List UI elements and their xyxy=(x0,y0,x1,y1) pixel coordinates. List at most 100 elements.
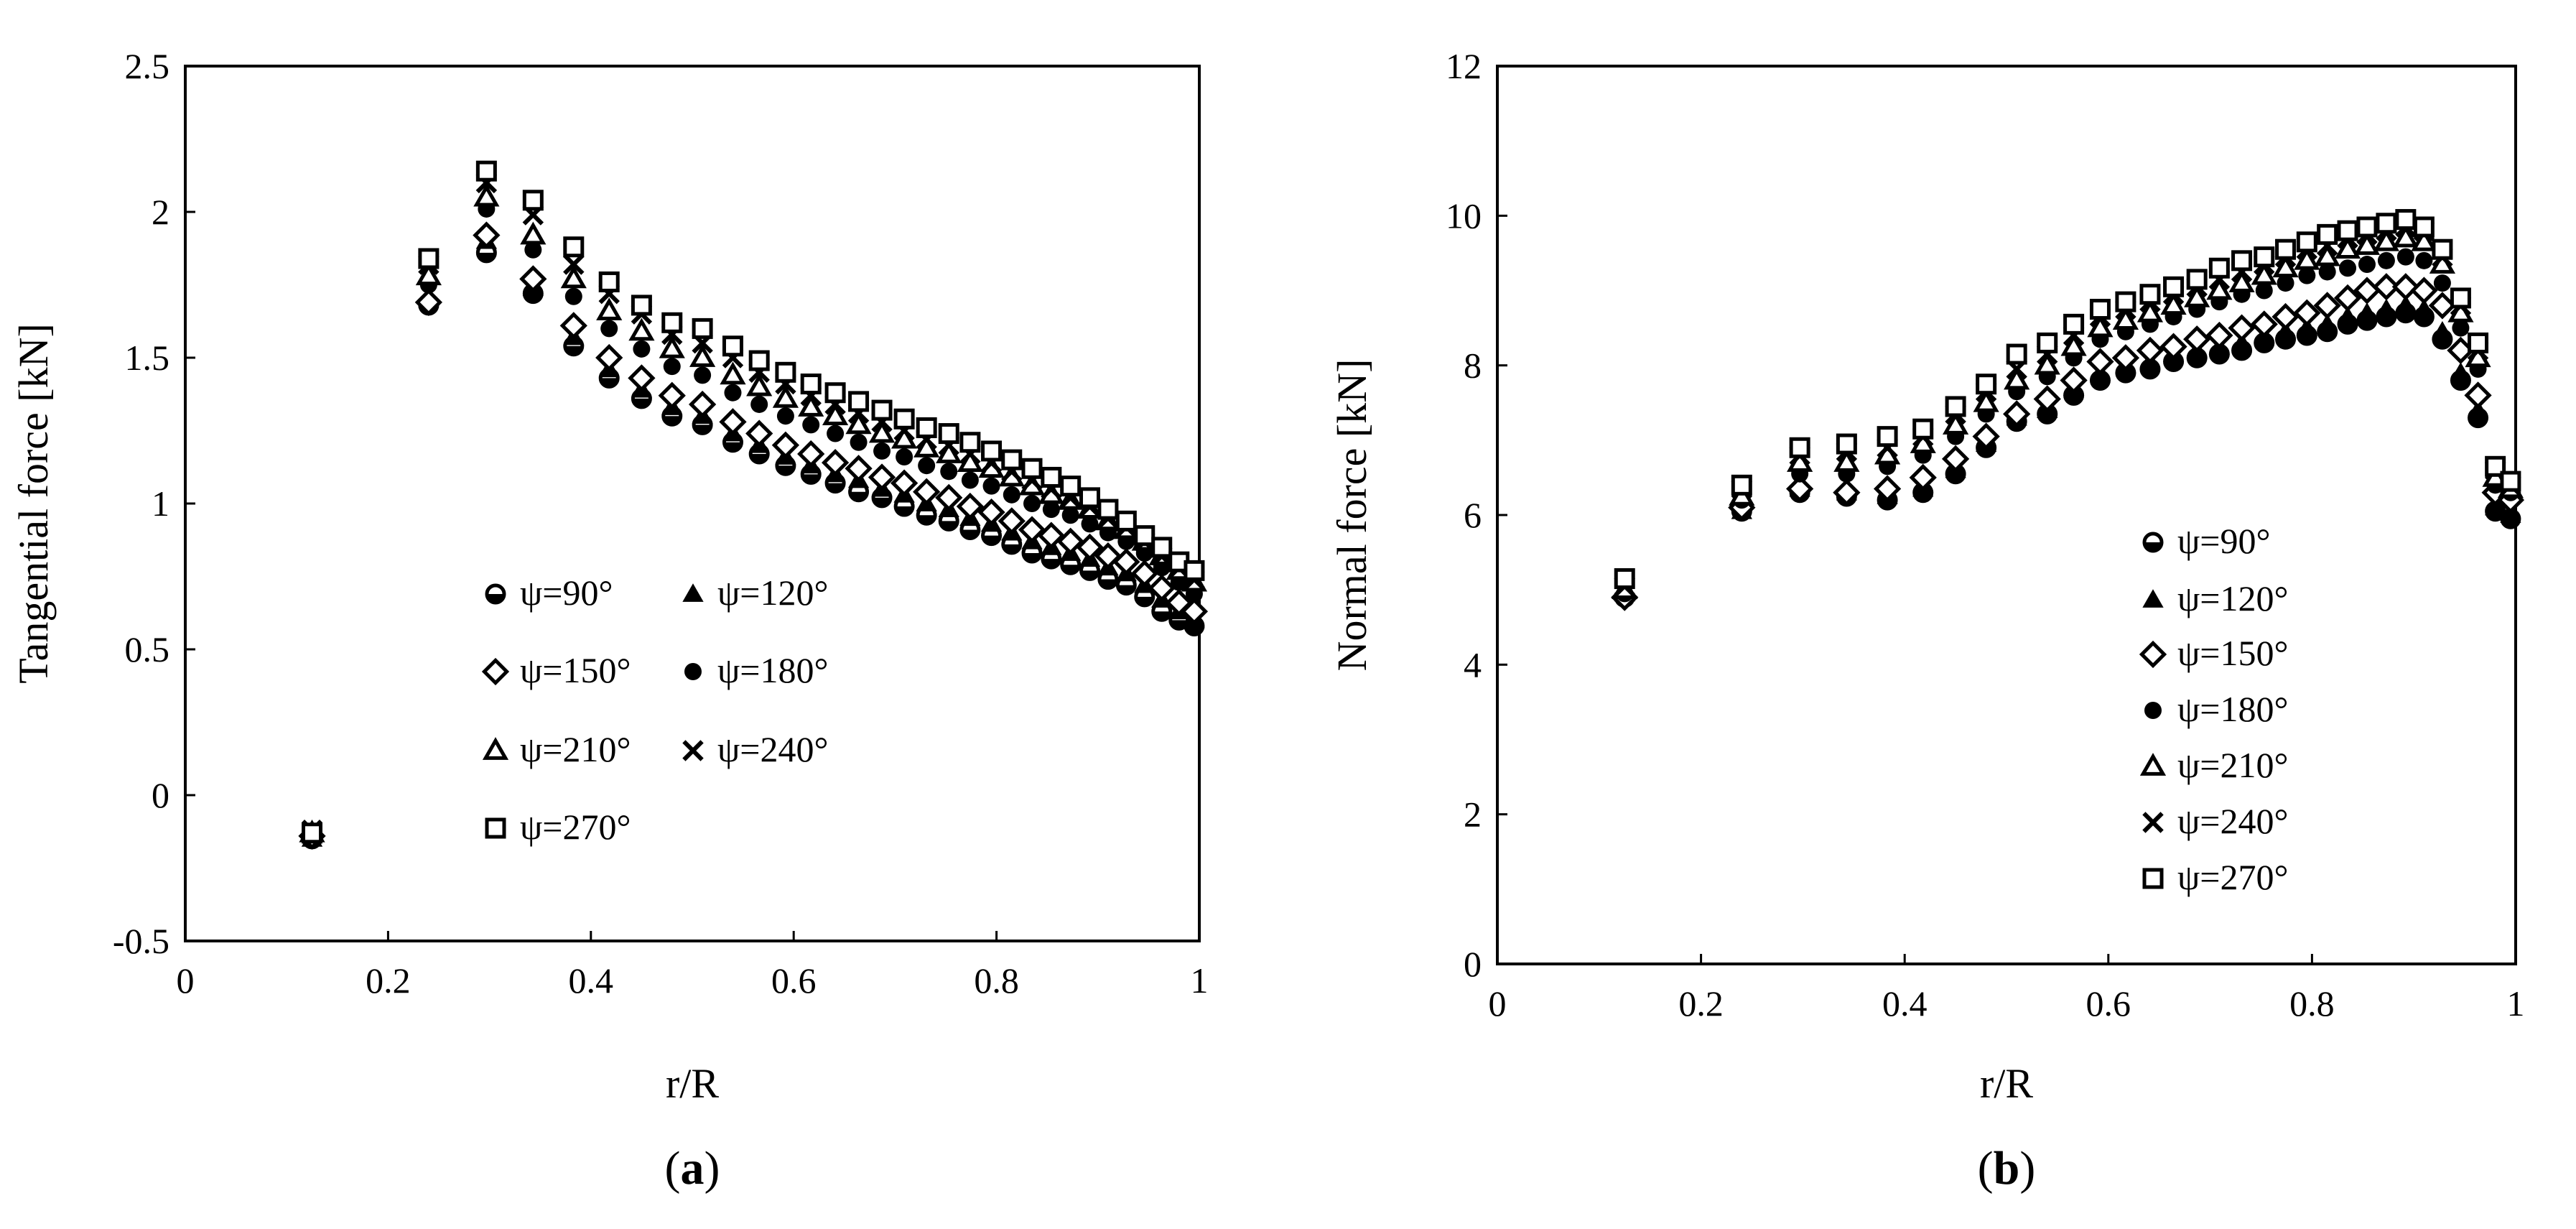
data-point xyxy=(1001,449,1023,470)
data-point xyxy=(2111,344,2140,372)
y-tick-label: 12 xyxy=(1446,46,1482,86)
data-point-fill xyxy=(896,506,913,516)
data-point xyxy=(913,478,941,506)
data-point xyxy=(415,262,442,286)
data-point xyxy=(2136,299,2164,323)
data-point xyxy=(1877,426,1898,447)
legend-label: ψ=90° xyxy=(2177,521,2271,561)
x-tick-label: 0.2 xyxy=(366,960,411,1001)
legend-marker xyxy=(2144,702,2162,719)
data-point xyxy=(959,432,981,453)
data-point-fill xyxy=(918,515,936,524)
data-point xyxy=(722,335,743,357)
data-point-fill xyxy=(1135,596,1153,606)
legend-marker xyxy=(2142,589,2164,608)
data-point xyxy=(2450,287,2471,309)
data-point xyxy=(873,442,891,460)
data-point xyxy=(2356,302,2378,321)
series-square-open xyxy=(1614,209,2521,590)
data-point xyxy=(2392,224,2419,248)
data-point xyxy=(1018,516,1046,544)
legend-item: ψ=90° xyxy=(485,572,613,613)
legend-item: ψ=180° xyxy=(2144,689,2289,729)
y-tick-label: 6 xyxy=(1464,495,1482,535)
data-point xyxy=(2087,314,2114,338)
x-tick-label: 0.8 xyxy=(974,960,1019,1001)
series-diamond-open xyxy=(1611,273,2525,611)
panel-label: (a) xyxy=(665,1142,720,1195)
legend-marker xyxy=(684,663,702,680)
y-tick-label: 10 xyxy=(1446,195,1482,236)
legend-label: ψ=210° xyxy=(2177,745,2289,785)
data-point xyxy=(771,431,800,459)
data-point xyxy=(2317,313,2338,333)
data-point xyxy=(2250,310,2278,338)
data-point xyxy=(2468,332,2489,353)
data-point xyxy=(1021,458,1043,479)
data-point xyxy=(2159,333,2187,361)
data-point xyxy=(2272,254,2299,278)
data-point xyxy=(775,361,796,383)
legend-marker xyxy=(485,583,506,605)
data-point xyxy=(2294,246,2320,270)
legend-item: ψ=270° xyxy=(2142,857,2289,897)
legend-label: ψ=90° xyxy=(520,572,613,613)
legend-marker xyxy=(2142,812,2164,833)
data-point xyxy=(1180,598,1209,626)
y-tick-label: 0.5 xyxy=(125,629,170,669)
data-point xyxy=(2391,273,2419,301)
data-point xyxy=(2396,248,2414,266)
y-axis-title: Normal force [kN] xyxy=(1329,359,1375,672)
data-point-fill xyxy=(2339,324,2357,333)
data-point xyxy=(524,241,542,259)
panel-label: (b) xyxy=(1978,1142,2036,1195)
data-point xyxy=(918,457,936,475)
data-point-fill xyxy=(2277,339,2294,348)
data-point xyxy=(418,248,440,269)
x-tick-label: 1 xyxy=(1191,960,1209,1001)
data-point xyxy=(776,407,794,425)
data-point xyxy=(940,463,958,481)
data-point xyxy=(746,373,773,396)
data-point xyxy=(2337,306,2358,325)
data-point xyxy=(663,358,681,376)
data-point xyxy=(2206,277,2233,300)
legend-marker-fill xyxy=(487,594,504,603)
data-point-fill xyxy=(850,491,868,501)
data-point xyxy=(750,395,768,413)
data-point-fill xyxy=(776,465,794,475)
data-point xyxy=(522,190,544,211)
data-point xyxy=(1786,475,1814,503)
data-point xyxy=(2313,292,2341,320)
data-point xyxy=(1130,560,1158,588)
legend-marker xyxy=(682,583,704,602)
legend-item: ψ=90° xyxy=(2142,521,2271,561)
data-point xyxy=(961,471,979,489)
data-point xyxy=(2228,269,2255,292)
data-point xyxy=(2337,220,2358,241)
data-point xyxy=(1061,506,1079,524)
data-point xyxy=(2037,332,2058,353)
data-point xyxy=(871,399,893,421)
data-point xyxy=(692,317,713,339)
data-point xyxy=(631,295,652,316)
data-point xyxy=(694,366,712,384)
data-point-fill xyxy=(724,442,742,451)
data-point-fill xyxy=(2165,361,2182,371)
legend-item: ψ=240° xyxy=(682,729,829,769)
data-point xyxy=(724,384,742,402)
x-tick-label: 0 xyxy=(177,960,195,1001)
data-point xyxy=(2006,343,2027,365)
data-point xyxy=(2004,366,2030,390)
data-point xyxy=(1041,466,1062,488)
data-point xyxy=(2228,314,2256,342)
data-point-fill xyxy=(2233,350,2251,359)
data-point-fill xyxy=(2396,312,2414,322)
data-point xyxy=(2356,216,2378,238)
legend-marker xyxy=(2139,640,2167,669)
data-point xyxy=(1060,476,1082,497)
data-point xyxy=(1942,412,1969,435)
data-point xyxy=(2334,236,2361,259)
data-point xyxy=(2255,282,2273,300)
